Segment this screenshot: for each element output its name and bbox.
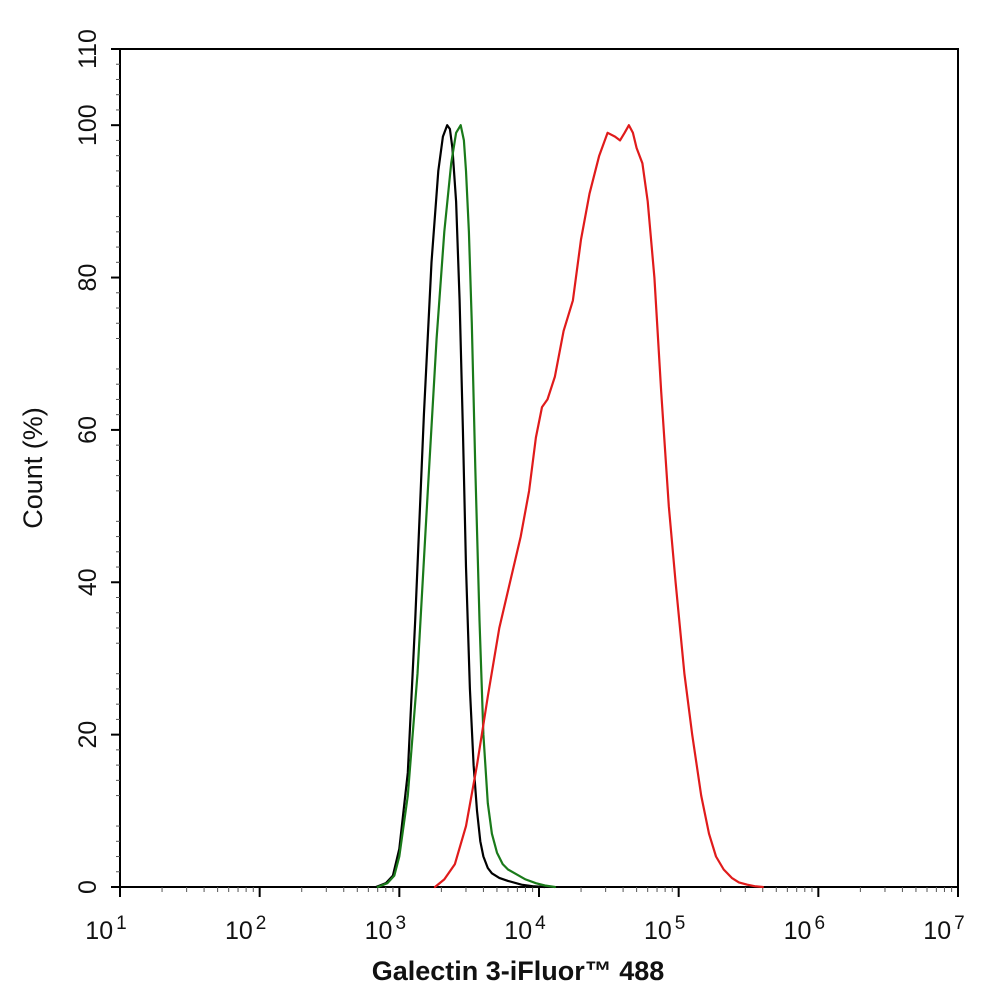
y-axis-ticks: 0 20 40 60 80 100 110 [74,29,120,894]
x-tick-label: 10 3 [365,913,406,945]
x-tick-exponent: 6 [814,913,825,934]
y-tick-label: 80 [74,264,102,292]
y-tick-label: 100 [74,104,102,146]
x-minor-ticks [161,887,953,892]
x-tick-base: 10 [365,917,393,945]
y-tick-label: 20 [74,721,102,749]
y-axis-title: Count (%) [18,407,48,529]
x-tick-exponent: 3 [395,913,406,934]
x-tick-base: 10 [784,917,812,945]
x-axis-ticks: 10 1 10 2 10 3 10 4 10 5 10 6 10 7 [85,887,965,945]
x-tick-base: 10 [923,917,951,945]
histogram-series-1 [374,124,546,889]
series-layer [374,124,764,889]
x-tick-base: 10 [504,917,532,945]
y-tick-label: 0 [74,880,102,894]
x-tick-label: 10 7 [923,913,964,945]
x-tick-exponent: 2 [256,913,267,934]
histogram-series-3 [433,124,764,889]
y-tick-label: 110 [74,29,102,69]
y-tick-label: 60 [74,416,102,444]
x-tick-label: 10 6 [784,913,825,945]
x-tick-exponent: 5 [675,913,686,934]
x-tick-label: 10 1 [85,913,126,945]
x-tick-base: 10 [225,917,253,945]
plot-frame [119,48,959,888]
x-tick-base: 10 [85,917,113,945]
x-tick-label: 10 5 [644,913,685,945]
y-tick-label: 40 [74,568,102,596]
x-tick-label: 10 2 [225,913,266,945]
y-minor-ticks [116,63,120,873]
x-tick-label: 10 4 [504,913,546,945]
x-axis-title: Galectin 3-iFluor™ 488 [372,956,665,986]
histogram-series-2 [376,124,557,889]
x-tick-exponent: 7 [954,913,965,934]
x-tick-exponent: 1 [116,913,127,934]
x-tick-exponent: 4 [535,913,546,934]
x-tick-base: 10 [644,917,672,945]
